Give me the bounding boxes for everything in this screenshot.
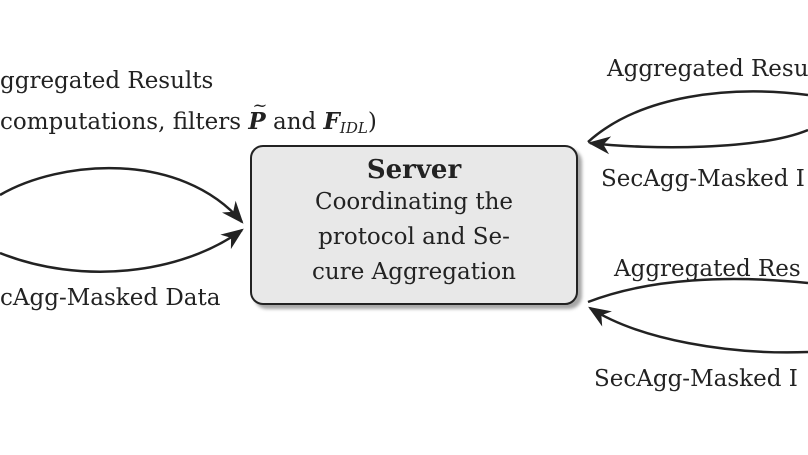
left-arrow-to-client xyxy=(0,166,244,224)
right-bottom-aggregated-results-label: Aggregated Res xyxy=(614,256,801,282)
left-masked-data-label: cAgg-Masked Data xyxy=(0,285,221,311)
right-bottom-masked-label: SecAgg-Masked I xyxy=(594,366,798,392)
right-bottom-arrow-to-client xyxy=(587,277,808,304)
right-top-masked-label: SecAgg-Masked I xyxy=(601,166,805,192)
server-node: Server Coordinating the protocol and Se-… xyxy=(250,145,578,305)
right-top-arrow-to-server xyxy=(587,128,808,155)
right-top-arrow-to-client xyxy=(587,90,808,143)
server-desc-line2: protocol and Se- xyxy=(318,224,510,250)
right-top-aggregated-results-label: Aggregated Resu xyxy=(607,56,808,82)
right-bottom-arrow-to-server xyxy=(588,306,808,354)
filter-f-symbol: F xyxy=(323,108,340,135)
left-filters-label: computations, filters P and FIDL) xyxy=(0,97,377,137)
left-arrow-to-server xyxy=(0,228,244,273)
left-filters-close: ) xyxy=(367,109,377,135)
left-aggregated-results-label: ggregated Results xyxy=(0,68,214,94)
filter-f-subscript: IDL xyxy=(339,119,368,137)
server-desc-line3: cure Aggregation xyxy=(312,259,516,285)
server-title: Server xyxy=(366,155,462,185)
left-filters-and: and xyxy=(265,109,324,135)
server-desc-line1: Coordinating the xyxy=(314,189,513,215)
left-filters-text: computations, filters xyxy=(0,109,249,135)
filter-p-symbol: P xyxy=(248,97,267,133)
